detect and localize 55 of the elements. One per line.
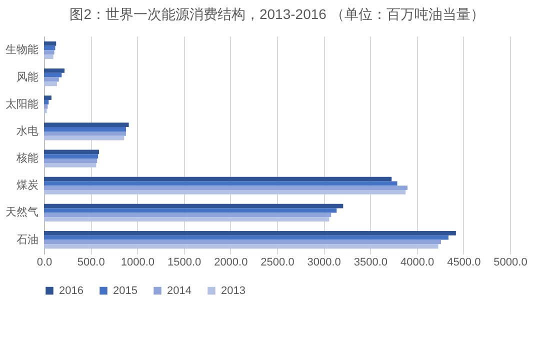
bar [44,150,99,154]
bar [44,72,62,78]
bar [44,131,126,136]
bar [44,176,392,182]
y-tick-label: 石油 [16,232,38,246]
bar [44,181,398,186]
bar [44,41,56,46]
bar [44,96,52,100]
legend-label: 2015 [113,284,138,297]
bar [44,127,126,132]
bar [44,154,98,159]
bar [44,100,49,104]
x-tick-label: 2000.0 [214,256,248,268]
y-tick-label: 煤炭 [16,178,38,192]
x-tick-label: 0.0 [36,256,52,268]
bar [44,50,54,55]
bar [44,54,54,60]
legend-label: 2013 [221,284,246,297]
x-tick-label: 4500.0 [447,256,481,268]
x-tick-label: 5000.0 [494,256,528,268]
x-tick-label: 500.0 [77,256,105,268]
legend-label: 2016 [59,284,84,297]
y-tick-label: 核能 [16,152,38,165]
y-tick-label: 太阳能 [6,97,38,110]
bar [44,208,337,213]
x-tick-label: 1000.0 [120,256,155,268]
bar [44,122,129,128]
bar [44,230,456,236]
bar [44,204,344,208]
bar [44,108,47,114]
y-tick-label: 水电 [16,124,38,138]
bar [44,244,438,249]
bar [44,186,408,190]
bar [44,68,65,73]
legend-label: 2014 [167,284,192,297]
y-tick-label: 天然气 [6,206,38,219]
x-tick-label: 2500.0 [260,256,294,268]
x-tick-label: 4000.0 [400,256,434,268]
chart-title: 图2：世界一次能源消费结构，2013-2016 （单位：百万吨油当量） [70,6,484,22]
x-tick-label: 3000.0 [307,256,341,268]
bar [44,77,59,82]
x-tick-label: 3500.0 [354,256,388,268]
bar [44,190,406,194]
bar [44,158,98,163]
bar [44,104,48,109]
bar [44,162,96,168]
bar [44,235,448,240]
y-tick-label: 生物能 [6,43,38,56]
x-tick-label: 1500.0 [167,256,202,268]
y-tick-label: 风能 [16,70,38,84]
bar [44,217,330,222]
bar [44,82,58,86]
bar [44,212,332,218]
bar [44,136,124,140]
bar [44,240,442,244]
